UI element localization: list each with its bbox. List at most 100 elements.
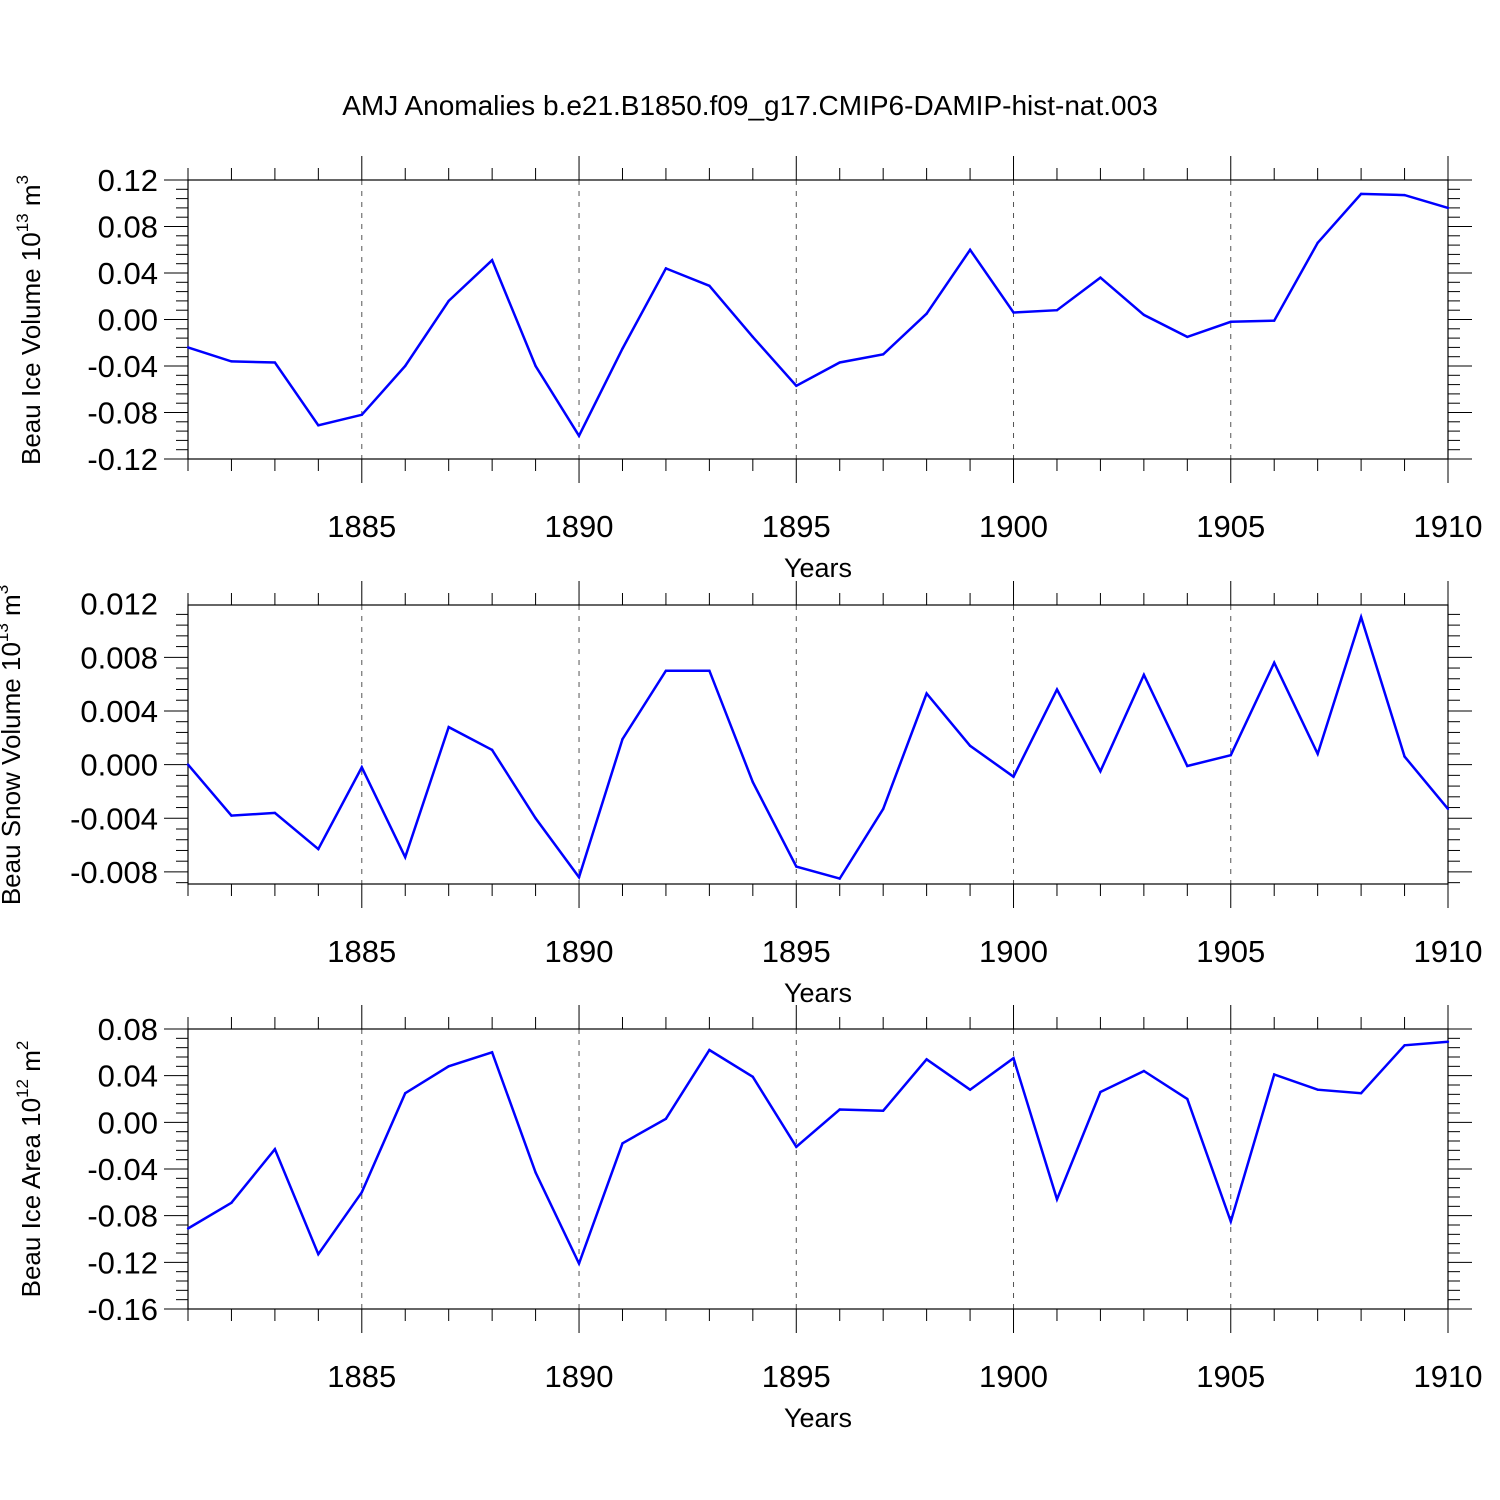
data-point bbox=[1316, 241, 1319, 244]
data-point bbox=[838, 361, 841, 364]
data-point bbox=[360, 1191, 363, 1194]
data-point bbox=[708, 284, 711, 287]
data-point bbox=[795, 1145, 798, 1149]
data-point bbox=[1099, 770, 1102, 773]
x-tick-label: 1900 bbox=[979, 934, 1048, 969]
x-tick-label: 1895 bbox=[762, 509, 831, 544]
data-point bbox=[1359, 615, 1363, 619]
data-point bbox=[360, 766, 363, 769]
data-point bbox=[1142, 673, 1146, 676]
data-point bbox=[1316, 1088, 1319, 1091]
data-point bbox=[490, 748, 494, 752]
data-point bbox=[1273, 1073, 1276, 1076]
data-point bbox=[751, 335, 755, 339]
y-tick-label: -0.16 bbox=[87, 1292, 158, 1327]
data-point bbox=[968, 248, 972, 251]
data-point bbox=[447, 299, 450, 303]
x-tick-label: 1910 bbox=[1414, 934, 1483, 969]
data-point bbox=[664, 267, 668, 270]
data-point bbox=[534, 1171, 537, 1174]
data-point bbox=[534, 817, 537, 820]
panel-snow-volume: 0.012 0.008 0.004 0.000 -0.004 -0.008 1885 1890… bbox=[0, 581, 1482, 1008]
data-point bbox=[925, 692, 928, 695]
data-point bbox=[708, 1048, 711, 1052]
data-point bbox=[1055, 688, 1059, 691]
data-point bbox=[1055, 309, 1059, 312]
y-tick-label: -0.12 bbox=[87, 1245, 158, 1280]
data-point bbox=[534, 364, 537, 368]
data-point bbox=[968, 744, 972, 748]
plot-frame bbox=[187, 179, 1449, 460]
data-point bbox=[404, 364, 407, 368]
data-point bbox=[230, 1201, 233, 1205]
data-point bbox=[1273, 319, 1276, 322]
data-point bbox=[1012, 311, 1015, 314]
x-tick-label: 1905 bbox=[1196, 509, 1265, 544]
x-tick-label: 1885 bbox=[327, 1359, 396, 1394]
x-tick-label: 1890 bbox=[545, 1359, 614, 1394]
data-point bbox=[404, 855, 407, 859]
data-point bbox=[1273, 661, 1276, 664]
data-point bbox=[273, 1147, 277, 1151]
data-point bbox=[490, 1051, 494, 1054]
series-line bbox=[187, 192, 1449, 439]
data-point bbox=[1012, 1056, 1015, 1060]
data-point bbox=[577, 876, 581, 879]
y-tick-label: -0.08 bbox=[87, 1199, 158, 1234]
y-axis-label: Beau Ice Area 1012 m2 bbox=[13, 1041, 46, 1298]
series-line bbox=[187, 1040, 1449, 1267]
data-point bbox=[1186, 764, 1189, 768]
data-point bbox=[186, 1227, 190, 1230]
data-point bbox=[1142, 313, 1146, 317]
y-tick-label: -0.008 bbox=[70, 855, 158, 890]
data-point bbox=[317, 424, 320, 427]
data-point bbox=[577, 434, 581, 437]
data-point bbox=[1359, 1091, 1363, 1095]
data-point bbox=[751, 780, 755, 784]
y-tick-label: -0.08 bbox=[87, 396, 158, 431]
x-axis-label: Years bbox=[784, 553, 852, 583]
data-point bbox=[1403, 1044, 1406, 1047]
data-point bbox=[621, 737, 624, 741]
y-tick-label: 0.008 bbox=[80, 640, 158, 675]
x-tick-label: 1900 bbox=[979, 509, 1048, 544]
y-tick-label: -0.12 bbox=[87, 442, 158, 477]
data-point bbox=[838, 1108, 841, 1111]
data-point bbox=[621, 347, 624, 350]
data-point bbox=[795, 865, 798, 868]
data-point bbox=[1055, 1198, 1059, 1201]
data-point bbox=[664, 1117, 668, 1121]
x-axis-label: Years bbox=[784, 1403, 852, 1433]
y-tick-label: 0.00 bbox=[98, 1105, 158, 1140]
y-tick-label: 0.04 bbox=[98, 1059, 158, 1094]
data-point bbox=[273, 811, 277, 815]
data-point bbox=[230, 360, 233, 363]
data-point bbox=[838, 877, 841, 880]
y-axis-label: Beau Ice Volume 1013 m3 bbox=[13, 175, 46, 465]
x-tick-label: 1890 bbox=[545, 934, 614, 969]
x-tick-label: 1895 bbox=[762, 934, 831, 969]
data-point bbox=[490, 259, 494, 262]
data-point bbox=[1446, 1040, 1450, 1044]
x-tick-label: 1905 bbox=[1196, 1359, 1265, 1394]
data-point bbox=[1446, 807, 1450, 811]
data-point bbox=[1186, 335, 1189, 339]
y-tick-label: -0.004 bbox=[70, 801, 158, 836]
data-point bbox=[577, 1262, 581, 1265]
data-point bbox=[881, 353, 885, 356]
data-point bbox=[447, 1065, 450, 1068]
data-point bbox=[925, 312, 928, 315]
y-tick-label: 0.04 bbox=[98, 256, 158, 291]
data-point bbox=[1012, 775, 1015, 778]
data-point bbox=[1403, 193, 1406, 197]
series-line bbox=[187, 612, 1449, 881]
data-point bbox=[1142, 1069, 1146, 1073]
y-tick-label: 0.08 bbox=[98, 210, 158, 245]
data-point bbox=[1229, 320, 1232, 324]
figure-title: AMJ Anomalies b.e21.B1850.f09_g17.CMIP6-… bbox=[342, 90, 1158, 121]
x-tick-label: 1885 bbox=[327, 934, 396, 969]
x-tick-label: 1900 bbox=[979, 1359, 1048, 1394]
x-axis-label: Years bbox=[784, 978, 852, 1008]
data-point bbox=[1186, 1097, 1189, 1101]
